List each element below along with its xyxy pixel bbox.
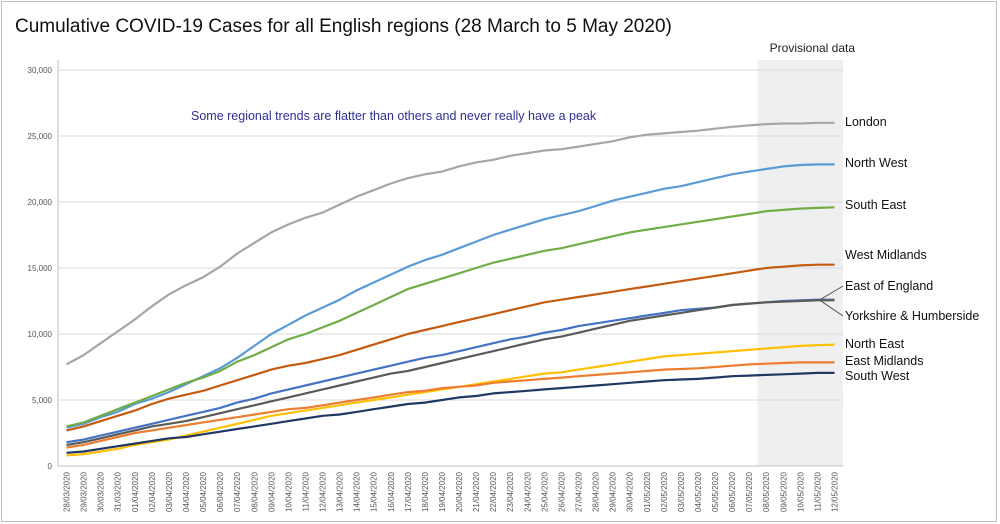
- x-tick-label: 20/04/2020: [455, 471, 464, 512]
- x-tick-label: 27/04/2020: [574, 471, 583, 512]
- x-tick-label: 13/04/2020: [336, 471, 345, 512]
- x-tick-label: 23/04/2020: [506, 471, 515, 512]
- x-tick-label: 28/04/2020: [592, 471, 601, 512]
- x-tick-label: 05/04/2020: [199, 471, 208, 512]
- x-tick-label: 29/03/2020: [80, 471, 89, 512]
- x-tick-label: 24/04/2020: [523, 471, 532, 512]
- series-label-london: London: [845, 115, 887, 129]
- series-label-west-midlands: West Midlands: [845, 248, 927, 262]
- x-tick-label: 21/04/2020: [472, 471, 481, 512]
- series-line-london: [65, 121, 835, 366]
- x-tick-label: 05/05/2020: [711, 471, 720, 512]
- x-tick-label: 10/05/2020: [796, 471, 805, 512]
- series-label-yorkshire-humberside: Yorkshire & Humberside: [845, 309, 979, 323]
- x-tick-label: 07/04/2020: [233, 471, 242, 512]
- provisional-label: Provisional data: [770, 41, 856, 55]
- series-line-east-midlands: [66, 361, 835, 449]
- y-tick-label: 20,000: [28, 198, 53, 207]
- x-tick-label: 28/03/2020: [63, 471, 72, 512]
- x-tick-label: 19/04/2020: [438, 471, 447, 512]
- series-line-west-midlands: [66, 263, 835, 432]
- x-tick-label: 31/03/2020: [114, 471, 123, 512]
- x-tick-label: 09/04/2020: [267, 471, 276, 512]
- x-tick-label: 14/04/2020: [353, 471, 362, 512]
- provisional-region: [757, 60, 843, 466]
- x-tick-label: 18/04/2020: [421, 471, 430, 512]
- y-tick-label: 10,000: [28, 330, 53, 339]
- x-tick-label: 06/04/2020: [216, 471, 225, 512]
- x-tick-label: 06/05/2020: [728, 471, 737, 512]
- y-tick-label: 15,000: [28, 264, 53, 273]
- chart-annotation: Some regional trends are flatter than ot…: [191, 109, 597, 123]
- x-tick-label: 10/04/2020: [284, 471, 293, 512]
- y-tick-label: 5,000: [32, 396, 53, 405]
- x-tick-label: 29/04/2020: [609, 471, 618, 512]
- x-tick-label: 30/04/2020: [626, 471, 635, 512]
- x-tick-label: 30/03/2020: [97, 471, 106, 512]
- y-tick-label: 0: [48, 462, 53, 471]
- series-line-yorkshire-humberside: [66, 299, 835, 446]
- x-tick-label: 01/05/2020: [643, 471, 652, 512]
- x-tick-label: 22/04/2020: [489, 471, 498, 512]
- x-tick-label: 09/05/2020: [779, 471, 788, 512]
- x-tick-label: 02/04/2020: [148, 471, 157, 512]
- x-tick-label: 11/04/2020: [301, 471, 310, 511]
- leader-line: [819, 285, 844, 301]
- x-tick-label: 17/04/2020: [404, 471, 413, 512]
- y-tick-label: 30,000: [28, 66, 53, 75]
- y-tick-label: 25,000: [28, 132, 53, 141]
- series-label-south-east: South East: [845, 198, 907, 212]
- x-tick-label: 03/04/2020: [165, 471, 174, 512]
- series-label-east-of-england: East of England: [845, 279, 933, 293]
- x-tick-label: 04/04/2020: [182, 471, 191, 512]
- x-tick-label: 12/05/2020: [830, 471, 839, 512]
- x-tick-label: 03/05/2020: [677, 471, 686, 512]
- x-tick-label: 04/05/2020: [694, 471, 703, 512]
- x-tick-label: 08/05/2020: [762, 471, 771, 512]
- series-line-south-west: [66, 371, 835, 454]
- x-tick-label: 11/05/2020: [813, 471, 822, 511]
- leader-line: [819, 299, 844, 317]
- x-tick-label: 26/04/2020: [557, 471, 566, 512]
- x-tick-label: 12/04/2020: [319, 471, 328, 512]
- series-line-south-east: [66, 206, 835, 428]
- series-label-north-east: North East: [845, 337, 905, 351]
- x-tick-label: 25/04/2020: [540, 471, 549, 512]
- series-label-east-midlands: East Midlands: [845, 354, 924, 368]
- x-tick-label: 15/04/2020: [370, 471, 379, 512]
- x-tick-label: 07/05/2020: [745, 471, 754, 512]
- chart-title: Cumulative COVID-19 Cases for all Englis…: [15, 16, 672, 37]
- x-tick-label: 16/04/2020: [387, 471, 396, 512]
- x-tick-label: 01/04/2020: [131, 471, 140, 512]
- series-label-south-west: South West: [845, 369, 910, 383]
- x-tick-label: 08/04/2020: [250, 471, 259, 512]
- x-tick-label: 02/05/2020: [660, 471, 669, 512]
- series-label-north-west: North West: [845, 156, 908, 170]
